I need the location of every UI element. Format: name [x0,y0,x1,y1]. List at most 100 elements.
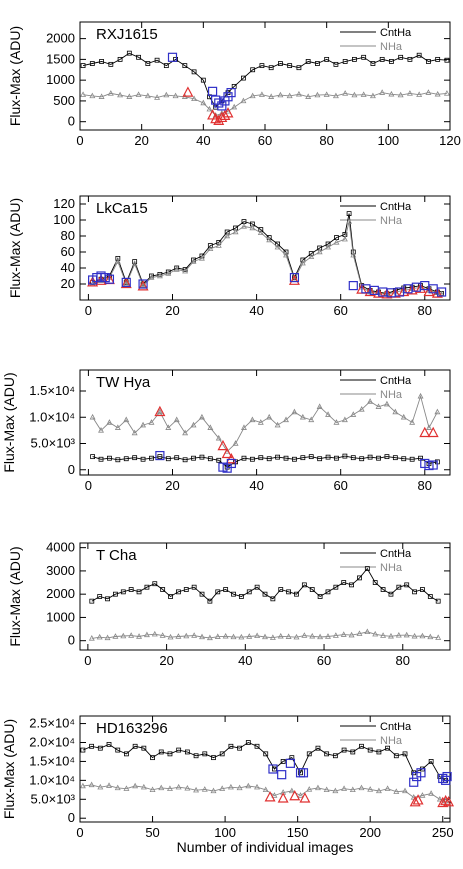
data-point-nha [182,267,189,274]
y-axis-label: Flux-Max (ADU) [1,719,17,819]
data-point-nha [222,632,229,639]
data-point-nha [245,782,252,789]
data-point-nha [214,633,221,639]
data-point-cntha [106,741,112,747]
data-point-cntha [98,456,104,462]
data-point-cntha [191,455,196,461]
data-point-nha [123,416,130,423]
data-point-nha [388,90,395,97]
flagged-point-nha [288,274,300,285]
data-point-nha [436,795,443,802]
data-point-nha [232,440,239,446]
legend-label-cntha: CntHa [380,548,412,560]
data-point-cntha [286,589,292,595]
data-point-cntha [398,54,404,60]
data-point-nha [325,243,332,250]
flagged-point-cntha [121,277,131,287]
data-point-nha [387,632,394,639]
flagged-point-cntha [285,758,295,768]
y-tick-label: 0 [68,633,75,648]
data-point-nha [367,398,374,404]
data-point-nha [317,633,324,640]
data-point-nha [297,792,304,798]
data-point-cntha [278,587,284,592]
series-line-cntha [82,52,447,108]
data-point-cntha [402,751,408,757]
data-point-nha [199,633,205,640]
data-point-nha [262,633,268,640]
data-point-nha [332,92,339,99]
data-point-cntha [207,598,213,604]
data-point-cntha [305,59,311,64]
data-point-cntha [144,584,150,590]
data-point-nha [274,243,281,250]
legend-label-nha: NHa [380,562,403,574]
x-tick-label: 80 [418,478,432,493]
y-tick-label: 3000 [46,563,75,578]
data-point-nha [395,631,402,638]
x-tick-label: 60 [333,303,347,318]
data-point-nha [182,429,189,436]
data-point-cntha [332,753,338,759]
data-point-nha [167,633,174,640]
data-point-nha [98,93,105,99]
flagged-point-nha [154,405,166,417]
data-point-cntha [258,455,264,461]
data-point-nha [190,421,197,428]
y-tick-label: 1.5×10⁴ [29,383,75,398]
data-point-nha [277,91,284,98]
data-point-nha [193,786,200,793]
data-point-nha [286,92,293,99]
flagged-point-cntha [226,88,236,98]
data-point-nha [241,223,247,229]
data-point-nha [277,632,284,639]
data-point-nha [165,424,172,430]
data-point-cntha [211,755,216,761]
data-point-nha [308,253,315,260]
data-point-nha [428,790,435,796]
data-point-cntha [231,591,236,597]
data-point-nha [198,413,205,420]
data-point-cntha [168,594,173,599]
series-line-nha [91,631,439,639]
data-point-nha [128,632,135,638]
data-point-cntha [207,456,213,462]
data-point-cntha [393,753,399,759]
flagged-point-nha [440,794,452,806]
chart-panel-3: 0 20 40 60 80 0 5.0×10³ 1.0×10⁴ 1.5×10⁴ Flux-Max … [1,369,451,493]
x-tick-label: 0 [84,653,91,668]
data-point-cntha [317,456,323,462]
flagged-point-cntha [207,86,218,96]
data-point-nha [306,786,313,792]
data-point-nha [333,419,340,425]
data-point-nha [120,632,127,639]
flagged-point-cntha [217,101,227,111]
data-point-cntha [136,54,141,60]
chart-title: LkCa15 [96,200,148,217]
data-point-cntha [309,587,315,592]
data-point-cntha [228,743,234,749]
data-point-cntha [90,454,96,460]
data-point-cntha [384,454,390,460]
data-point-cntha [215,589,221,595]
data-point-cntha [333,584,339,590]
flagged-point-cntha [138,279,148,289]
chart-title: HD163296 [96,720,168,737]
data-point-cntha [207,243,213,249]
data-point-cntha [154,57,160,63]
y-tick-label: 120 [53,196,75,211]
x-tick-label: 40 [238,653,252,668]
flagged-point-nha [381,288,393,299]
data-point-cntha [200,77,206,83]
x-tick-label: 40 [196,133,210,148]
data-point-cntha [396,584,402,590]
flagged-point-cntha [277,770,287,780]
data-point-nha [417,392,424,399]
data-point-nha [151,630,158,637]
data-point-cntha [132,743,138,749]
data-point-cntha [364,566,370,571]
data-point-cntha [115,747,121,753]
data-point-cntha [280,759,286,764]
data-point-cntha [254,743,260,749]
data-point-cntha [324,56,330,62]
